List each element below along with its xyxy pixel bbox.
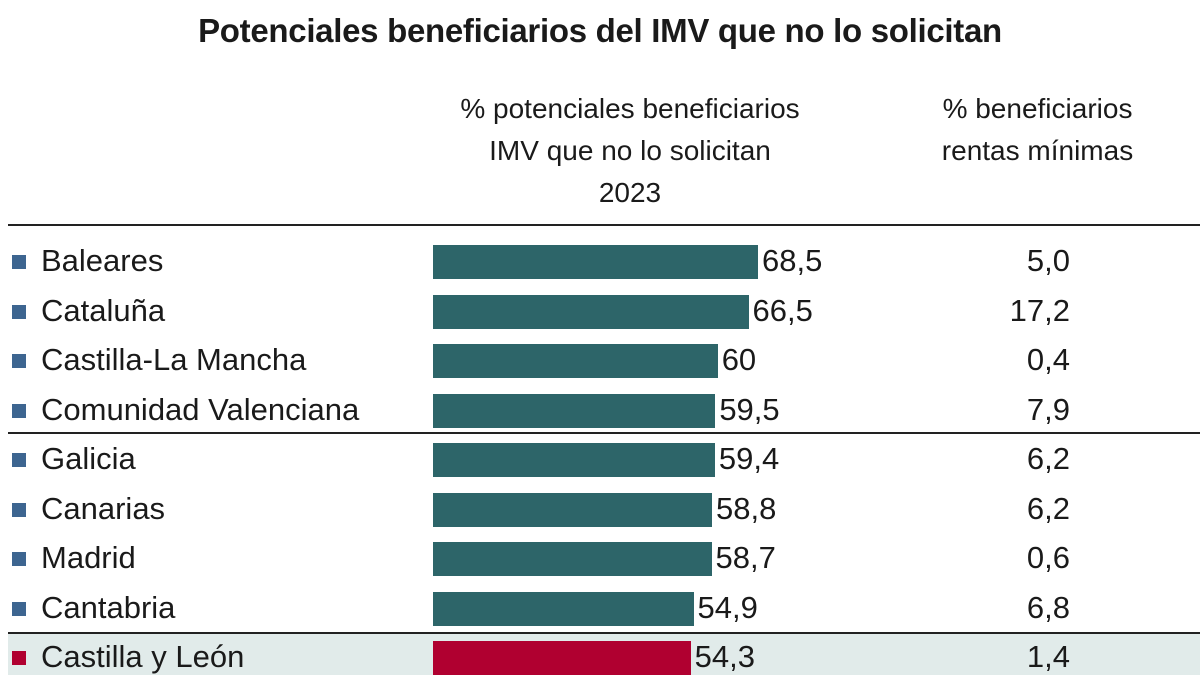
table-row: Castilla-La Mancha 60 0,4 <box>0 336 1200 386</box>
table-row: Canarias 58,8 6,2 <box>0 485 1200 535</box>
bullet-icon <box>12 651 26 665</box>
bullet-icon <box>12 304 26 319</box>
row-label: Baleares <box>41 243 164 278</box>
bar-value-label: 59,5 <box>719 391 780 427</box>
bullet-icon <box>12 552 26 566</box>
bar-value-label: 66,5 <box>752 292 813 328</box>
chart-title: Potenciales beneficiarios del IMV que no… <box>198 12 1002 49</box>
table-row: Cataluña 66,5 17,2 <box>0 287 1200 337</box>
bar <box>433 245 759 279</box>
bullet-icon <box>12 453 26 467</box>
row-label: Cantabria <box>41 589 176 625</box>
rentas-value: 6,2 <box>1026 490 1070 526</box>
bar-value-label: 59,4 <box>718 441 780 476</box>
bullet-icon <box>12 403 26 418</box>
row-label: Cataluña <box>41 292 166 328</box>
bar-value-label: 54,3 <box>694 639 755 674</box>
row-label: Madrid <box>41 540 136 575</box>
rentas-value: 17,2 <box>1009 292 1070 328</box>
bar-value-label: 68,5 <box>762 243 823 278</box>
bar <box>433 443 715 477</box>
bar <box>433 542 712 576</box>
row-label: Castilla y León <box>41 639 245 674</box>
rentas-value: 6,2 <box>1026 441 1070 476</box>
table-row: Baleares 68,5 5,0 <box>0 237 1200 287</box>
row-label: Castilla-La Mancha <box>41 342 307 377</box>
bullet-icon <box>12 255 26 269</box>
rentas-value: 6,8 <box>1026 589 1070 625</box>
bar <box>433 393 716 428</box>
bar <box>433 492 712 527</box>
column-header-potenciales: % potenciales beneficiarios IMV que no l… <box>460 93 800 208</box>
bar-value-label: 58,8 <box>716 490 777 526</box>
row-label: Galicia <box>41 441 136 476</box>
column-header-rentas: % beneficiarios rentas mínimas <box>941 93 1134 166</box>
bar <box>433 591 694 626</box>
bar <box>433 641 691 675</box>
divider <box>8 432 1200 434</box>
row-label: Canarias <box>41 490 166 526</box>
rentas-value: 0,4 <box>1026 342 1070 377</box>
bullet-icon <box>12 354 26 368</box>
bullet-icon <box>12 601 26 616</box>
bar-value-label: 58,7 <box>715 540 776 575</box>
bullet-icon <box>12 502 26 517</box>
rentas-value: 5,0 <box>1026 243 1070 278</box>
row-label: Comunidad Valenciana <box>41 391 360 427</box>
table-row: Madrid 58,7 0,6 <box>0 534 1200 584</box>
rentas-value: 7,9 <box>1026 391 1070 427</box>
table-row: Galicia 59,4 6,2 <box>0 435 1200 485</box>
bar-value-label: 60 <box>721 342 757 377</box>
divider <box>8 632 1200 634</box>
rentas-value: 1,4 <box>1026 639 1070 674</box>
header-rule <box>8 224 1200 226</box>
table-row: Cantabria 54,9 6,8 <box>0 584 1200 634</box>
table-row: Comunidad Valenciana 59,5 7,9 <box>0 386 1200 436</box>
bar-value-label: 54,9 <box>697 589 758 625</box>
bar <box>433 344 718 378</box>
rentas-value: 0,6 <box>1026 540 1070 575</box>
bar <box>433 294 749 329</box>
table-row: Castilla y León 54,3 1,4 <box>0 633 1200 683</box>
